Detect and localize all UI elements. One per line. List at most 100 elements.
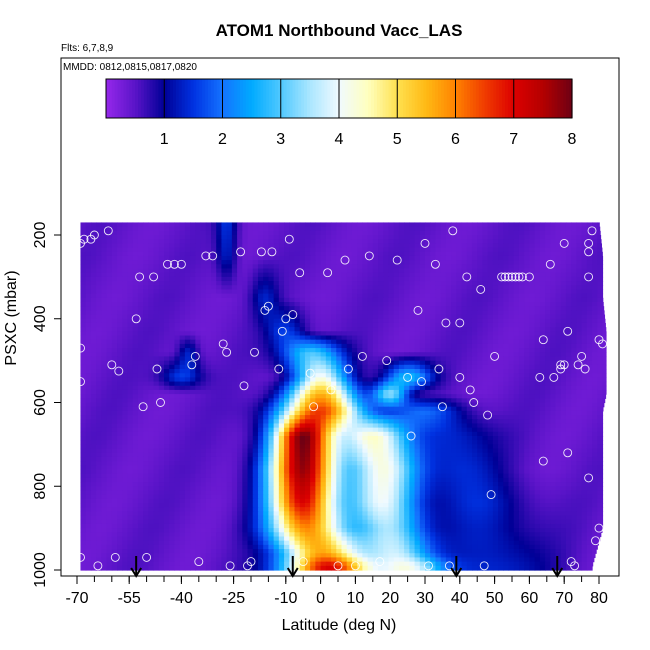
heatmap-cell bbox=[273, 272, 280, 278]
heatmap-cell bbox=[221, 235, 228, 240]
heatmap-cell bbox=[545, 381, 551, 387]
heatmap-cell bbox=[341, 348, 348, 353]
heatmap-cell bbox=[106, 427, 113, 433]
heatmap-cell bbox=[90, 318, 97, 324]
heatmap-cell bbox=[242, 306, 249, 311]
heatmap-cell bbox=[419, 381, 426, 387]
heatmap-cell bbox=[445, 268, 452, 274]
heatmap-cell bbox=[164, 293, 170, 299]
heatmap-cell bbox=[205, 423, 212, 429]
heatmap-cell bbox=[195, 314, 202, 320]
heatmap-cell bbox=[409, 335, 416, 341]
heatmap-cell bbox=[388, 276, 395, 282]
heatmap-cell bbox=[524, 310, 530, 316]
heatmap-cell bbox=[346, 356, 353, 362]
heatmap-cell bbox=[263, 335, 269, 341]
heatmap-cell bbox=[294, 427, 301, 433]
heatmap-cell bbox=[310, 268, 316, 274]
heatmap-cell bbox=[592, 289, 598, 295]
heatmap-cell bbox=[242, 406, 249, 412]
heatmap-cell bbox=[435, 251, 442, 257]
heatmap-cell bbox=[336, 410, 343, 416]
heatmap-cell bbox=[503, 251, 510, 257]
heatmap-cell bbox=[430, 272, 437, 278]
heatmap-cell bbox=[247, 369, 254, 374]
heatmap-cell bbox=[200, 377, 207, 383]
heatmap-cell bbox=[179, 339, 186, 345]
heatmap-cell bbox=[299, 369, 306, 374]
heatmap-cell bbox=[117, 343, 123, 349]
heatmap-cell bbox=[184, 339, 191, 345]
heatmap-cell bbox=[456, 255, 463, 261]
heatmap-cell bbox=[284, 247, 290, 253]
heatmap-cell bbox=[550, 318, 557, 324]
heatmap-cell bbox=[169, 356, 176, 362]
heatmap-cell bbox=[237, 289, 243, 295]
heatmap-cell bbox=[179, 306, 186, 311]
heatmap-cell bbox=[179, 406, 186, 412]
heatmap-cell bbox=[409, 415, 416, 420]
heatmap-cell bbox=[216, 268, 223, 274]
heatmap-cell bbox=[237, 255, 243, 261]
heatmap-cell bbox=[247, 247, 254, 253]
heatmap-cell bbox=[503, 243, 510, 249]
heatmap-cell bbox=[153, 339, 160, 345]
heatmap-cell bbox=[477, 272, 484, 278]
heatmap-cell bbox=[482, 230, 489, 236]
heatmap-cell bbox=[216, 226, 223, 232]
heatmap-cell bbox=[299, 222, 306, 228]
heatmap-cell bbox=[409, 360, 416, 366]
heatmap-cell bbox=[122, 318, 129, 324]
heatmap-cell bbox=[477, 285, 484, 291]
heatmap-cell bbox=[242, 352, 249, 358]
heatmap-cell bbox=[435, 343, 442, 349]
heatmap-cell bbox=[310, 331, 316, 337]
heatmap-cell bbox=[351, 335, 358, 341]
heatmap-cell bbox=[524, 348, 530, 353]
heatmap-cell bbox=[315, 255, 322, 261]
heatmap-cell bbox=[331, 331, 337, 337]
heatmap-cell bbox=[169, 419, 176, 425]
heatmap-cell bbox=[357, 327, 363, 332]
heatmap-cell bbox=[351, 398, 358, 404]
heatmap-cell bbox=[372, 255, 379, 261]
heatmap-cell bbox=[471, 310, 478, 316]
heatmap-cell bbox=[247, 352, 254, 358]
heatmap-cell bbox=[425, 385, 431, 391]
heatmap-cell bbox=[336, 239, 343, 244]
heatmap-cell bbox=[205, 322, 212, 328]
heatmap-cell bbox=[263, 235, 269, 240]
heatmap-cell bbox=[581, 389, 588, 395]
heatmap-cell bbox=[127, 423, 134, 429]
heatmap-cell bbox=[597, 302, 604, 307]
heatmap-cell bbox=[90, 419, 97, 425]
heatmap-cell bbox=[278, 235, 285, 240]
heatmap-cell bbox=[414, 314, 421, 320]
heatmap-cell bbox=[96, 310, 102, 316]
heatmap-cell bbox=[425, 394, 431, 399]
heatmap-cell bbox=[184, 272, 191, 278]
heatmap-cell bbox=[195, 264, 202, 270]
heatmap-cell bbox=[226, 310, 233, 316]
heatmap-cell bbox=[257, 364, 264, 370]
heatmap-cell bbox=[263, 297, 269, 303]
heatmap-cell bbox=[576, 260, 583, 265]
heatmap-cell bbox=[445, 331, 452, 337]
heatmap-cell bbox=[252, 331, 259, 337]
heatmap-cell bbox=[101, 423, 108, 429]
heatmap-cell bbox=[560, 306, 567, 311]
heatmap-cell bbox=[294, 343, 301, 349]
heatmap-cell bbox=[143, 251, 149, 257]
heatmap-cell bbox=[435, 335, 442, 341]
heatmap-cell bbox=[372, 302, 379, 307]
heatmap-cell bbox=[466, 377, 473, 383]
heatmap-cell bbox=[440, 230, 447, 236]
heatmap-cell bbox=[117, 297, 123, 303]
heatmap-cell bbox=[117, 406, 123, 412]
heatmap-cell bbox=[273, 427, 280, 433]
heatmap-cell bbox=[273, 306, 280, 311]
heatmap-cell bbox=[466, 297, 473, 303]
heatmap-cell bbox=[518, 389, 525, 395]
heatmap-cell bbox=[231, 314, 238, 320]
heatmap-cell bbox=[184, 289, 191, 295]
